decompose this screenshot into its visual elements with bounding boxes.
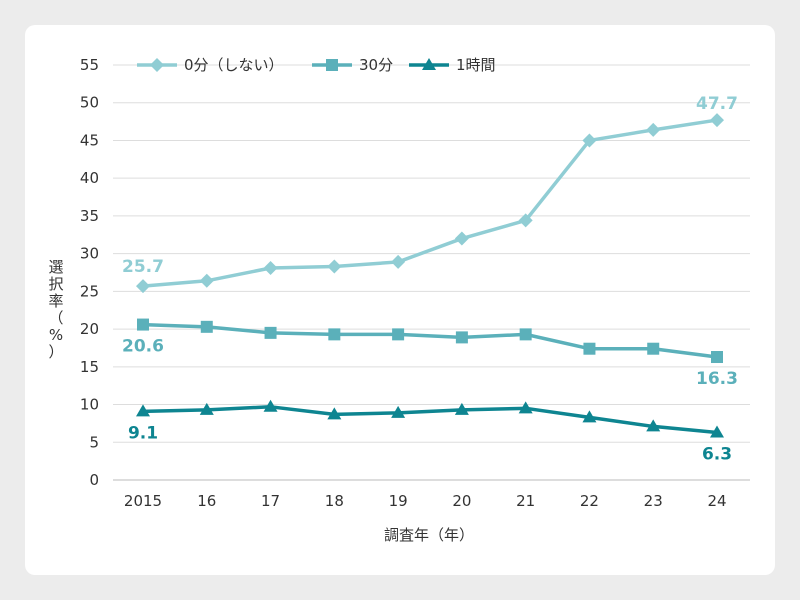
- y-tick-label: 10: [80, 396, 99, 414]
- legend-item: 30分: [312, 56, 393, 74]
- y-axis-title-char: （: [48, 309, 63, 327]
- data-point: [646, 419, 661, 432]
- data-point: [710, 425, 724, 438]
- data-point: [518, 213, 533, 228]
- legend-item: 0分（しない）: [137, 56, 284, 74]
- data-point: [519, 328, 532, 341]
- data-point: [391, 254, 406, 269]
- x-axis-title: 調査年（年）: [384, 526, 474, 544]
- y-tick-label: 0: [89, 471, 99, 489]
- y-tick-label: 40: [80, 169, 99, 187]
- legend-label: 0分（しない）: [184, 56, 284, 74]
- data-label: 47.7: [696, 94, 738, 114]
- data-point: [199, 273, 214, 288]
- y-tick-label: 15: [80, 358, 99, 376]
- legend-label: 30分: [359, 56, 393, 74]
- x-tick-label: 19: [389, 492, 408, 510]
- y-axis-title-char: ）: [48, 343, 63, 361]
- y-tick-label: 55: [80, 56, 99, 74]
- data-point: [392, 328, 405, 341]
- x-tick-label: 16: [197, 492, 216, 510]
- x-tick-label: 17: [261, 492, 280, 510]
- data-point: [646, 122, 661, 137]
- data-point: [583, 342, 596, 355]
- legend: 0分（しない） 30分 1時間: [137, 56, 496, 74]
- data-labels: 25.7 47.7 20.6 16.3 9.1 6.3: [122, 94, 738, 464]
- series-layer: [136, 113, 724, 438]
- data-point: [263, 399, 278, 412]
- data-point: [710, 113, 724, 128]
- y-tick-label: 50: [80, 94, 99, 112]
- legend-item: 1時間: [409, 56, 496, 74]
- data-label: 6.3: [702, 444, 732, 464]
- data-point: [328, 328, 341, 341]
- legend-marker: [326, 59, 338, 71]
- y-axis-ticks: 0 5 10 15 20 25 30 35 40 45 50 55: [80, 56, 99, 489]
- data-label: 9.1: [128, 423, 158, 443]
- data-point: [518, 401, 533, 414]
- y-tick-label: 30: [80, 245, 99, 263]
- series-2: [137, 318, 723, 364]
- gridlines: [113, 64, 750, 481]
- data-point: [264, 326, 277, 339]
- data-point: [136, 404, 150, 417]
- data-point: [454, 402, 469, 415]
- data-label: 16.3: [696, 369, 738, 389]
- data-point: [454, 231, 469, 246]
- data-point: [582, 133, 597, 148]
- x-tick-label: 22: [580, 492, 599, 510]
- data-label: 20.6: [122, 337, 164, 357]
- data-point: [199, 402, 214, 415]
- data-point: [582, 410, 597, 423]
- data-point: [455, 331, 468, 344]
- y-axis-title-char: 選: [48, 258, 63, 276]
- x-axis-ticks: 2015 16 17 18 19 20 21 22 23 24: [124, 492, 727, 510]
- y-axis-title-char: 択: [48, 275, 63, 293]
- x-tick-label: 20: [452, 492, 471, 510]
- data-label: 25.7: [122, 257, 164, 277]
- y-tick-label: 45: [80, 131, 99, 149]
- x-tick-label: 21: [516, 492, 535, 510]
- data-point: [137, 318, 149, 331]
- data-point: [136, 279, 150, 294]
- x-tick-label: 23: [644, 492, 663, 510]
- data-point: [327, 259, 342, 274]
- x-tick-label: 2015: [124, 492, 162, 510]
- data-point: [391, 405, 406, 418]
- legend-label: 1時間: [456, 56, 496, 74]
- y-tick-label: 5: [89, 433, 99, 451]
- y-tick-label: 20: [80, 320, 99, 338]
- y-tick-label: 25: [80, 282, 99, 300]
- data-point: [263, 260, 278, 275]
- data-point: [711, 351, 723, 364]
- data-point: [327, 407, 342, 420]
- x-tick-label: 24: [707, 492, 726, 510]
- chart-card: [25, 25, 775, 575]
- x-tick-label: 18: [325, 492, 344, 510]
- y-axis-title-char: 率: [48, 292, 63, 310]
- y-axis-title-char: %: [49, 326, 63, 344]
- series-line: [142, 118, 718, 288]
- series-3: [136, 399, 724, 438]
- data-point: [200, 320, 213, 333]
- series-line: [142, 405, 718, 435]
- series-line: [142, 322, 718, 359]
- series-1: [136, 113, 724, 294]
- legend-marker: [150, 58, 164, 72]
- data-point: [647, 342, 660, 355]
- y-tick-label: 35: [80, 207, 99, 225]
- y-axis-title: 選択率（%）: [48, 258, 63, 361]
- legend-marker: [422, 58, 436, 70]
